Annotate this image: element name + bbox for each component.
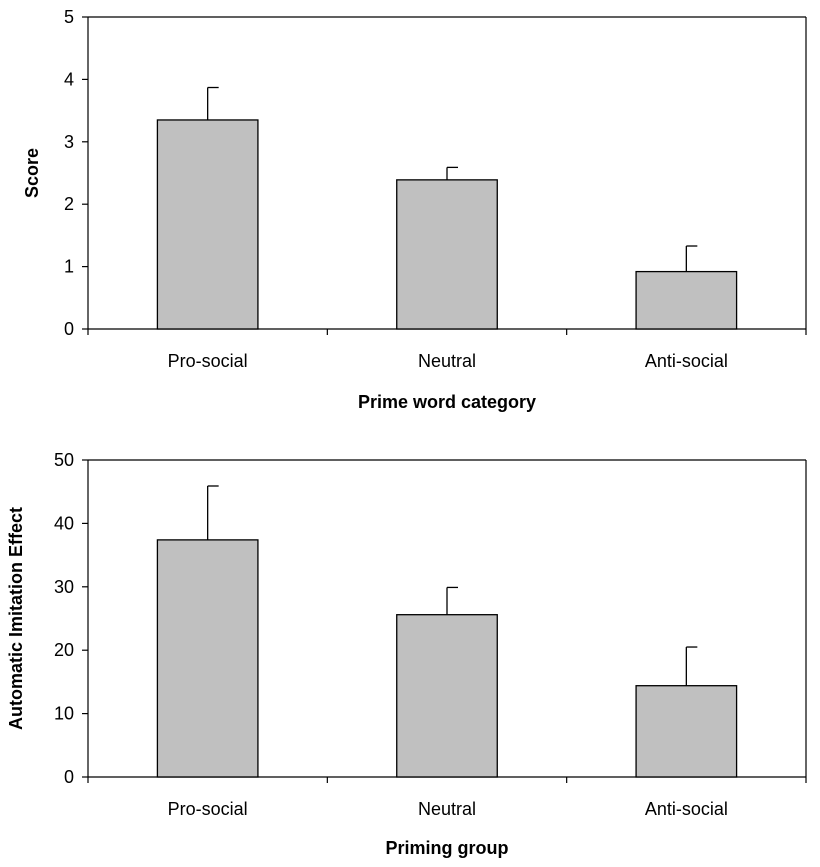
bars (156, 119, 738, 330)
bar-anti-social (635, 270, 738, 330)
y-tick-label: 0 (64, 319, 74, 339)
score-bar-chart: 0 1 2 3 4 5 Pro-social Neutral Anti-social Prim… (22, 7, 807, 412)
bar-pro-social (156, 119, 259, 330)
y-axis-ticks: 0 10 20 30 40 50 (54, 450, 807, 787)
y-tick-label: 4 (64, 69, 74, 89)
bar-neutral (396, 179, 498, 330)
bar-anti-social (635, 685, 738, 778)
y-tick-label: 5 (64, 7, 74, 27)
bar-pro-social (156, 539, 259, 778)
bar-neutral (396, 614, 498, 778)
imitation-bar-chart: 0 10 20 30 40 50 Pro-social Neutral Anti-social… (6, 450, 807, 858)
y-tick-label: 0 (64, 767, 74, 787)
y-axis-ticks: 0 1 2 3 4 5 (64, 7, 807, 339)
y-tick-label: 2 (64, 194, 74, 214)
x-category-label: Pro-social (168, 351, 248, 371)
x-category-label: Neutral (418, 799, 476, 819)
bars (156, 539, 738, 778)
y-tick-label: 1 (64, 257, 74, 277)
y-axis-title: Score (22, 148, 42, 198)
x-axis-categories: Pro-social Neutral Anti-social (168, 351, 728, 371)
error-bars (207, 485, 698, 686)
y-tick-label: 3 (64, 132, 74, 152)
x-axis-title: Prime word category (358, 392, 536, 412)
y-axis-title: Automatic Imitation Effect (6, 507, 26, 730)
y-tick-label: 30 (54, 577, 74, 597)
error-bars (207, 86, 698, 272)
y-tick-label: 40 (54, 513, 74, 533)
x-category-label: Anti-social (645, 799, 728, 819)
y-tick-label: 50 (54, 450, 74, 470)
x-category-label: Pro-social (168, 799, 248, 819)
x-category-label: Neutral (418, 351, 476, 371)
y-tick-label: 20 (54, 640, 74, 660)
x-axis-categories: Pro-social Neutral Anti-social (168, 799, 728, 819)
x-category-label: Anti-social (645, 351, 728, 371)
x-axis-title: Priming group (386, 838, 509, 858)
y-tick-label: 10 (54, 704, 74, 724)
